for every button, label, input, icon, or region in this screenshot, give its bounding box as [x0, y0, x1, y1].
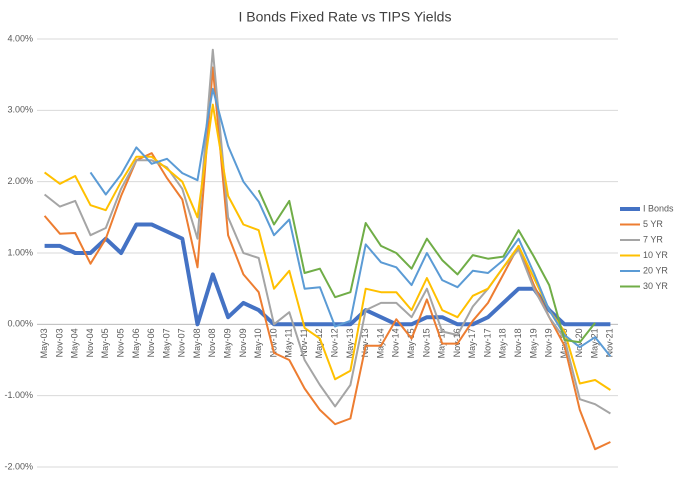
x-tick-label: May-15 [406, 328, 416, 358]
x-tick-label: May-08 [192, 328, 202, 358]
legend-label: 20 YR [643, 265, 668, 275]
x-tick-label: Nov-18 [513, 328, 523, 357]
series-line [44, 222, 611, 327]
x-tick-label: May-09 [222, 328, 232, 358]
y-tick-label: 0.00% [7, 319, 33, 329]
x-tick-label: Nov-15 [421, 328, 431, 357]
legend-label: 10 YR [643, 250, 668, 260]
x-tick-label: Nov-08 [207, 328, 217, 357]
x-tick-label: May-07 [161, 328, 171, 358]
legend-label: 7 YR [643, 234, 663, 244]
x-tick-label: May-03 [39, 328, 49, 358]
y-tick-label: 3.00% [7, 105, 33, 115]
x-tick-label: Nov-14 [391, 328, 401, 357]
x-tick-label: Nov-13 [360, 328, 370, 357]
x-tick-label: May-04 [70, 328, 80, 358]
x-tick-label: May-14 [375, 328, 385, 358]
x-tick-label: Nov-17 [482, 328, 492, 357]
series-line [89, 87, 612, 358]
series-line [257, 189, 596, 344]
x-tick-label: Nov-12 [330, 328, 340, 357]
series-line [43, 48, 611, 415]
x-tick-label: Nov-09 [238, 328, 248, 357]
y-tick-label: -2.00% [4, 461, 33, 471]
x-tick-label: Nov-03 [54, 328, 64, 357]
x-tick-label: Nov-10 [268, 328, 278, 357]
x-tick-label: May-19 [528, 328, 538, 358]
x-tick-label: Nov-07 [177, 328, 187, 357]
x-tick-label: May-06 [131, 328, 141, 358]
x-tick-label: May-13 [345, 328, 355, 358]
y-tick-label: 1.00% [7, 247, 33, 257]
x-tick-label: Nov-19 [544, 328, 554, 357]
x-tick-label: May-17 [467, 328, 477, 358]
x-tick-label: Nov-05 [115, 328, 125, 357]
x-tick-label: May-12 [314, 328, 324, 358]
x-tick-label: May-21 [589, 328, 599, 358]
legend-label: 30 YR [643, 281, 668, 291]
legend-label: I Bonds [643, 203, 674, 213]
x-tick-label: Nov-11 [299, 328, 309, 356]
x-tick-label: Nov-21 [605, 328, 615, 357]
legend-label: 5 YR [643, 219, 663, 229]
y-tick-label: 4.00% [7, 33, 33, 43]
y-tick-label: -1.00% [4, 390, 33, 400]
chart-title: I Bonds Fixed Rate vs TIPS Yields [239, 9, 452, 25]
y-tick-label: 2.00% [7, 176, 33, 186]
series-line [44, 103, 611, 391]
x-tick-label: Nov-06 [146, 328, 156, 357]
x-tick-label: May-18 [498, 328, 508, 358]
x-tick-label: May-10 [253, 328, 263, 358]
x-tick-label: May-11 [284, 328, 294, 357]
x-tick-label: Nov-04 [85, 328, 95, 357]
x-tick-label: May-05 [100, 328, 110, 358]
